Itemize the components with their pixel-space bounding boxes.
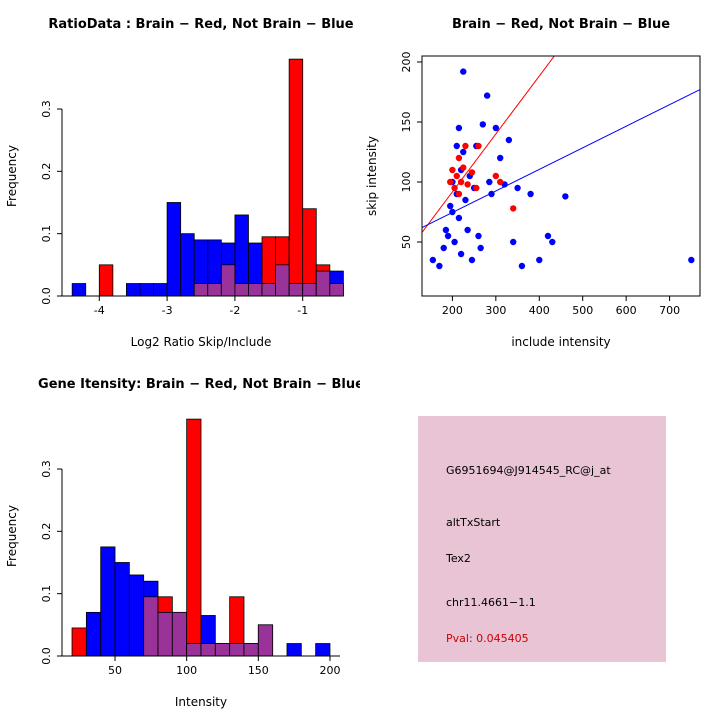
probe-id-text: G6951694@J914545_RC@j_at [446, 464, 611, 477]
svg-text:0.2: 0.2 [40, 163, 53, 181]
event-type-text: altTxStart [446, 516, 501, 529]
svg-text:50: 50 [400, 235, 413, 249]
gene-histogram-panel: 50 100 150 200 0.0 0.1 0.2 0.3 Gene Itensity: Br… [5, 377, 360, 709]
svg-text:Brain − Red, Not Brain − Blue: Brain − Red, Not Brain − Blue [452, 17, 670, 32]
intensity-scatter-cell: 200 300 400 500 600 700 50 100 150 200 Brain − Red… [360, 0, 720, 360]
svg-text:0.3: 0.3 [40, 460, 53, 478]
svg-text:150: 150 [400, 112, 413, 133]
svg-text:500: 500 [572, 304, 593, 317]
svg-text:200: 200 [442, 304, 463, 317]
svg-text:100: 100 [400, 172, 413, 193]
svg-text:0.0: 0.0 [40, 647, 53, 665]
ratio-histogram-panel: -4 -3 -2 -1 0.0 0.1 0.2 0.3 RatioData : Brain − … [5, 17, 354, 349]
locus-text: chr11.4661−1.1 [446, 596, 536, 609]
svg-text:Frequency: Frequency [5, 145, 19, 207]
svg-text:skip intensity: skip intensity [365, 136, 379, 216]
svg-text:400: 400 [529, 304, 550, 317]
svg-text:-3: -3 [162, 304, 173, 317]
svg-text:0.3: 0.3 [40, 100, 53, 118]
svg-text:0.1: 0.1 [40, 585, 53, 603]
svg-text:-4: -4 [94, 304, 105, 317]
svg-text:700: 700 [659, 304, 680, 317]
intensity-scatter-panel: 200 300 400 500 600 700 50 100 150 200 Brain − Red… [365, 17, 701, 349]
svg-text:100: 100 [176, 664, 197, 677]
svg-text:0.0: 0.0 [40, 287, 53, 305]
svg-text:Log2 Ratio Skip/Include: Log2 Ratio Skip/Include [131, 335, 272, 349]
svg-text:50: 50 [108, 664, 122, 677]
svg-text:RatioData : Brain − Red, Not B: RatioData : Brain − Red, Not Brain − Blu… [48, 17, 353, 32]
ratio-histogram-cell: -4 -3 -2 -1 0.0 0.1 0.2 0.3 RatioData : Brain − … [0, 0, 360, 360]
svg-text:include intensity: include intensity [511, 335, 610, 349]
svg-text:Intensity: Intensity [175, 695, 227, 709]
svg-text:-1: -1 [297, 304, 308, 317]
svg-text:0.1: 0.1 [40, 225, 53, 243]
svg-text:0.2: 0.2 [40, 523, 53, 541]
svg-text:200: 200 [400, 52, 413, 73]
svg-text:-2: -2 [229, 304, 240, 317]
gene-name-text: Tex2 [446, 552, 471, 565]
gene-info-cell: G6951694@J914545_RC@j_at altTxStart Tex2… [360, 360, 720, 720]
svg-text:Frequency: Frequency [5, 505, 19, 567]
svg-text:150: 150 [248, 664, 269, 677]
pval-text: Pval: 0.045405 [446, 632, 529, 645]
svg-text:Gene Itensity: Brain − Red, No: Gene Itensity: Brain − Red, Not Brain − … [38, 377, 360, 392]
gene-info-box: G6951694@J914545_RC@j_at altTxStart Tex2… [418, 416, 666, 662]
svg-text:200: 200 [319, 664, 340, 677]
svg-text:600: 600 [616, 304, 637, 317]
gene-histogram-cell: 50 100 150 200 0.0 0.1 0.2 0.3 Gene Itensity: Br… [0, 360, 360, 720]
svg-text:300: 300 [485, 304, 506, 317]
